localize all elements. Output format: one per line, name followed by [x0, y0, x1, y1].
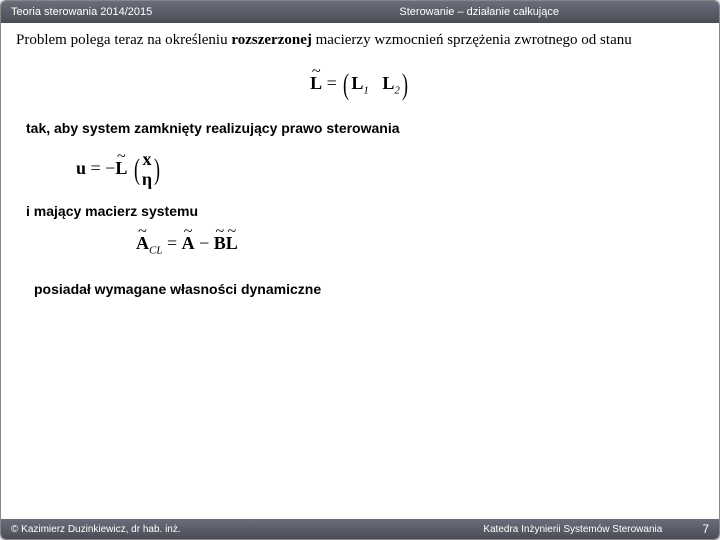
eq1-open: (: [343, 68, 349, 102]
footer-right: Katedra Inżynierii Systemów Sterowania: [483, 524, 662, 535]
eq1-equals: =: [322, 73, 341, 93]
header-bar: Teoria sterowania 2014/2015 Sterowanie –…: [1, 1, 719, 23]
header-right: Sterowanie – działanie całkujące: [399, 6, 559, 18]
eq2-minus: = −: [86, 158, 115, 178]
paragraph-problem: Problem polega teraz na określeniu rozsz…: [16, 31, 704, 50]
eq1-L1-sub: 1: [363, 84, 369, 96]
equation-L: ~L = (L1 L2): [16, 68, 704, 102]
eq1-L2-sub: 2: [394, 84, 400, 96]
eq1-L2: L: [382, 73, 394, 93]
footer-bar: © Kazimierz Duzinkiewicz, dr hab. inż. K…: [1, 519, 719, 539]
eq3-Acl-sub: CL: [149, 245, 162, 257]
eq1-close: ): [402, 68, 408, 102]
tilde-icon-5: ~: [215, 223, 224, 241]
p1-text-b: rozszerzonej: [231, 32, 312, 48]
eq1-L1: L: [351, 73, 363, 93]
tilde-icon: ~: [312, 63, 321, 81]
header-left: Teoria sterowania 2014/2015: [11, 6, 152, 18]
paragraph-macierz: i mający macierz systemu: [26, 203, 704, 219]
tilde-icon-3: ~: [138, 223, 147, 241]
eq3-minus: −: [195, 233, 214, 253]
footer-left: © Kazimierz Duzinkiewicz, dr hab. inż.: [11, 524, 181, 535]
equation-u: u = −~L (xη): [76, 150, 704, 190]
eq2-eta: η: [142, 169, 152, 189]
p1-text-a: Problem polega teraz na określeniu: [16, 32, 231, 48]
p1-text-c: macierzy wzmocnień sprzężenia zwrotnego …: [312, 32, 632, 48]
equation-Acl: ~ACL = ~A − ~B~L: [136, 233, 704, 257]
tilde-icon-2: ~: [117, 148, 126, 166]
eq2-u: u: [76, 158, 86, 178]
paragraph-tak-aby: tak, aby system zamknięty realizujący pr…: [26, 120, 704, 136]
content-area: Problem polega teraz na określeniu rozsz…: [16, 31, 704, 511]
paragraph-posiadal: posiadał wymagane własności dynamiczne: [34, 281, 704, 297]
eq2-x: x: [142, 149, 151, 169]
page-number: 7: [702, 522, 709, 536]
eq2-open: (: [134, 153, 140, 187]
tilde-icon-6: ~: [227, 223, 236, 241]
slide: Teoria sterowania 2014/2015 Sterowanie –…: [0, 0, 720, 540]
eq2-close: ): [154, 153, 160, 187]
eq3-equals: =: [162, 233, 181, 253]
tilde-icon-4: ~: [184, 223, 193, 241]
